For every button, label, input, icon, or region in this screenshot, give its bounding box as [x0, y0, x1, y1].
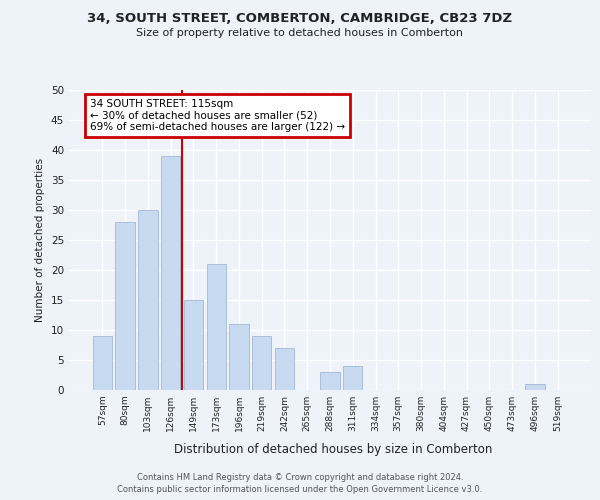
- Bar: [206, 264, 226, 390]
- Text: Contains public sector information licensed under the Open Government Licence v3: Contains public sector information licen…: [118, 485, 482, 494]
- Text: Distribution of detached houses by size in Comberton: Distribution of detached houses by size …: [174, 442, 492, 456]
- Text: 34 SOUTH STREET: 115sqm
← 30% of detached houses are smaller (52)
69% of semi-de: 34 SOUTH STREET: 115sqm ← 30% of detache…: [90, 99, 345, 132]
- Text: 34, SOUTH STREET, COMBERTON, CAMBRIDGE, CB23 7DZ: 34, SOUTH STREET, COMBERTON, CAMBRIDGE, …: [88, 12, 512, 26]
- Bar: [138, 210, 158, 390]
- Bar: [252, 336, 271, 390]
- Y-axis label: Number of detached properties: Number of detached properties: [35, 158, 46, 322]
- Bar: [229, 324, 248, 390]
- Text: Size of property relative to detached houses in Comberton: Size of property relative to detached ho…: [137, 28, 464, 38]
- Text: Contains HM Land Registry data © Crown copyright and database right 2024.: Contains HM Land Registry data © Crown c…: [137, 472, 463, 482]
- Bar: [275, 348, 294, 390]
- Bar: [525, 384, 545, 390]
- Bar: [161, 156, 181, 390]
- Bar: [343, 366, 362, 390]
- Bar: [184, 300, 203, 390]
- Bar: [115, 222, 135, 390]
- Bar: [93, 336, 112, 390]
- Bar: [320, 372, 340, 390]
